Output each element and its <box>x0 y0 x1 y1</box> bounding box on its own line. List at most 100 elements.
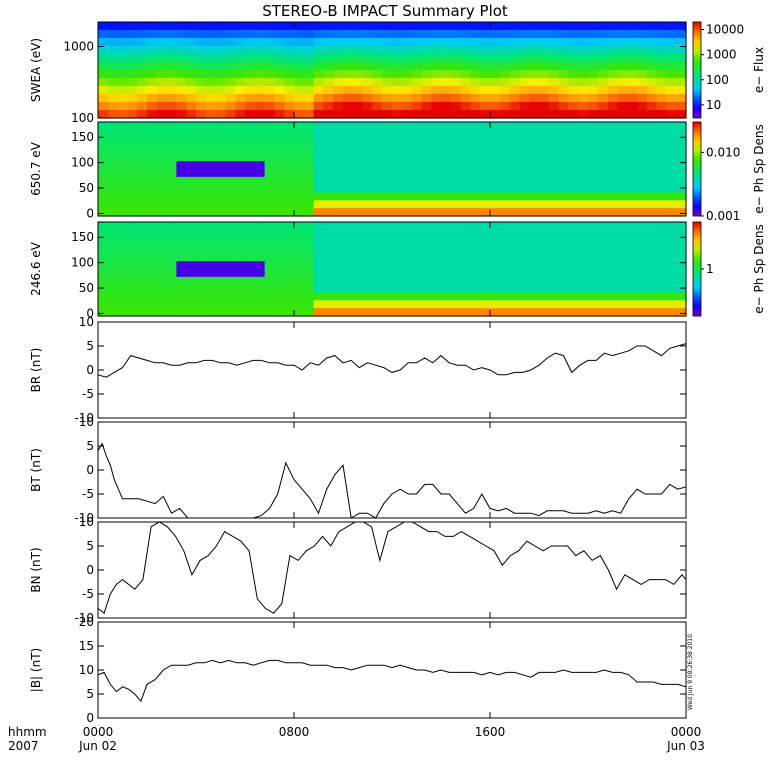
heatmap-cell <box>274 184 285 194</box>
heatmap-cell <box>196 78 207 87</box>
heatmap-cell <box>333 237 344 247</box>
heatmap-cell <box>578 229 589 239</box>
heatmap-cell <box>588 137 599 147</box>
heatmap-cell <box>499 94 511 103</box>
heatmap-cell <box>411 145 422 154</box>
y-tick-label: 20 <box>79 615 94 629</box>
heatmap-cell <box>362 253 373 262</box>
heatmap-cell <box>284 237 295 247</box>
heatmap-cell <box>509 261 520 270</box>
heatmap-cell <box>480 222 491 231</box>
heatmap-cell <box>245 229 256 239</box>
heatmap-cell <box>313 253 324 262</box>
heatmap-cell <box>637 94 648 103</box>
y-tick-label: 1000 <box>63 39 94 53</box>
heatmap-cell <box>627 78 638 87</box>
heatmap-cell <box>607 161 618 170</box>
heatmap-cell <box>607 62 618 71</box>
heatmap-cell <box>499 208 511 217</box>
heatmap-cell <box>225 62 236 71</box>
heatmap-cell <box>98 269 109 278</box>
heatmap-cell <box>676 308 687 317</box>
heatmap-cell <box>382 102 393 111</box>
heatmap-cell <box>529 153 540 162</box>
heatmap-cell <box>313 292 324 301</box>
heatmap-cell <box>480 300 491 309</box>
heatmap-cell <box>107 284 119 294</box>
heatmap-cell <box>362 169 373 178</box>
heatmap-cell <box>176 54 187 63</box>
heatmap-cell <box>568 261 579 270</box>
heatmap-cell <box>460 30 471 39</box>
heatmap-cell <box>294 102 305 111</box>
y-tick-label: 0 <box>86 463 94 477</box>
heatmap-cell <box>646 237 658 247</box>
heatmap-cell <box>156 129 168 139</box>
colorbar-tick-label: 10 <box>706 98 721 112</box>
heatmap-cell <box>450 38 462 47</box>
heatmap-cell <box>323 222 334 231</box>
heatmap-cell <box>235 229 246 239</box>
heatmap-cell <box>303 284 315 294</box>
heatmap-cell <box>470 161 481 170</box>
heatmap-cell <box>392 208 403 217</box>
heatmap-cell <box>490 22 501 31</box>
heatmap-cell <box>205 78 217 87</box>
heatmap-cell <box>225 30 236 39</box>
heatmap-cell <box>519 38 530 47</box>
heatmap-cell <box>362 62 373 71</box>
heatmap-cell <box>362 110 373 119</box>
heatmap-cell <box>490 269 501 278</box>
heatmap-cell <box>313 145 324 154</box>
heatmap-cell <box>401 300 413 309</box>
heatmap-cell <box>460 54 471 63</box>
heatmap-cell <box>676 176 687 186</box>
heatmap-cell <box>646 269 658 278</box>
heatmap-cell <box>176 62 187 71</box>
heatmap-cell <box>578 184 589 194</box>
heatmap-cell <box>127 102 138 111</box>
heatmap-cell <box>617 137 628 147</box>
heatmap-cell <box>382 184 393 194</box>
heatmap-cell <box>372 22 383 31</box>
heatmap-cell <box>627 102 638 111</box>
heatmap-cell <box>627 308 638 317</box>
heatmap-cell <box>254 54 266 63</box>
heatmap-cell <box>441 38 452 47</box>
heatmap-cell <box>431 22 442 31</box>
heatmap-cell <box>98 200 109 209</box>
heatmap-cell <box>323 94 334 103</box>
heatmap-cell <box>529 30 540 39</box>
heatmap-cell <box>107 261 119 270</box>
heatmap-cell <box>196 300 207 309</box>
heatmap-cell <box>607 308 618 317</box>
heatmap-cell <box>264 38 275 47</box>
heatmap-cell <box>254 145 266 154</box>
heatmap-cell <box>196 208 207 217</box>
heatmap-cell <box>431 38 442 47</box>
heatmap-cell <box>166 169 177 178</box>
heatmap-cell <box>480 245 491 254</box>
heatmap-cell <box>245 300 256 309</box>
heatmap-cell <box>225 269 236 278</box>
heatmap-cell <box>235 192 246 201</box>
heatmap-cell <box>558 78 569 87</box>
heatmap-cell <box>235 137 246 147</box>
heatmap-cell <box>362 153 373 162</box>
heatmap-cell <box>460 137 471 147</box>
heatmap-cell <box>568 94 579 103</box>
heatmap-cell <box>196 110 207 119</box>
heatmap-cell <box>568 169 579 178</box>
heatmap-cell <box>196 54 207 63</box>
heatmap-cell <box>264 102 275 111</box>
heatmap-cell <box>205 30 217 39</box>
heatmap-cell <box>245 62 256 71</box>
heatmap-cell <box>421 70 432 79</box>
heatmap-cell <box>578 161 589 170</box>
heatmap-cell <box>254 153 266 162</box>
heatmap-cell <box>186 137 197 147</box>
heatmap-cell <box>323 137 334 147</box>
heatmap-cell <box>362 222 373 231</box>
heatmap-cell <box>519 176 530 186</box>
heatmap-cell <box>480 161 491 170</box>
